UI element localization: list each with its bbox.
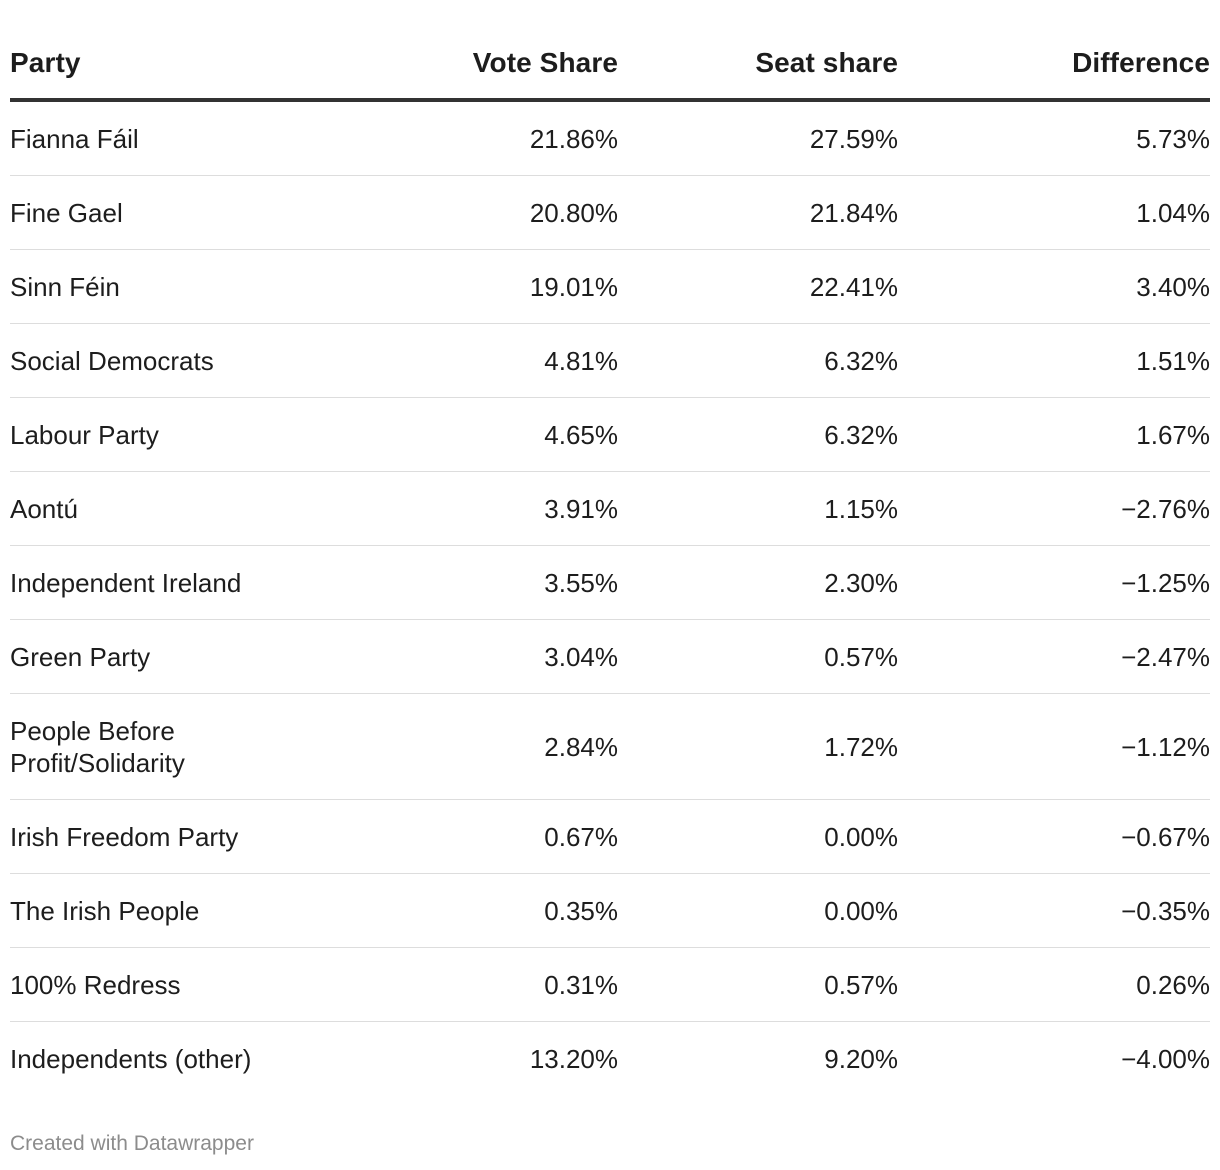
cell-party: The Irish People [10, 873, 340, 948]
table-row: Independents (other) 13.20% 9.20% −4.00% [10, 1022, 1210, 1096]
cell-vote-share: 19.01% [340, 249, 618, 324]
cell-party: Aontú [10, 471, 340, 546]
party-name-text: Sinn Féin [10, 271, 120, 302]
cell-seat-share: 6.32% [618, 323, 898, 398]
cell-party: Green Party [10, 619, 340, 694]
cell-party: Independents (other) [10, 1022, 340, 1096]
cell-vote-share: 13.20% [529, 1043, 618, 1074]
cell-vote-share: 21.86% [340, 100, 618, 176]
cell-vote-share: 3.04% [340, 619, 618, 694]
party-name-text: Fine Gael [10, 197, 123, 228]
cell-difference: 1.67% [898, 397, 1210, 472]
cell-party: Independent Ireland [10, 545, 340, 620]
party-name-text: Fianna Fáil [10, 123, 139, 154]
cell-seat-share: 0.57% [618, 619, 898, 694]
cell-vote-share: 2.84% [340, 693, 618, 800]
cell-vote-share: 4.65% [340, 397, 618, 472]
data-table: Party Vote Share Seat share Difference F… [10, 28, 1210, 1095]
header-row: Party Vote Share Seat share Difference [10, 28, 1210, 102]
cell-seat-share: 22.41% [618, 249, 898, 324]
cell-vote-share: 4.81% [340, 323, 618, 398]
cell-difference: 3.40% [898, 249, 1210, 324]
table-row: The Irish People 0.35% 0.00% −0.35% [10, 873, 1210, 948]
party-name-text: Independents (other) [10, 1043, 252, 1074]
party-name-text: Irish Freedom Party [10, 821, 239, 852]
cell-vote-share: 3.91% [340, 471, 618, 546]
column-header-vote-share[interactable]: Vote Share [340, 28, 618, 102]
cell-difference: −0.67% [898, 799, 1210, 874]
table-row: Fianna Fáil 21.86% 27.59% 5.73% [10, 100, 1210, 176]
table-row: Independent Ireland 3.55% 2.30% −1.25% [10, 545, 1210, 620]
cell-party: Sinn Féin [10, 249, 340, 324]
cell-seat-share: 21.84% [618, 175, 898, 250]
cell-party: Labour Party [10, 397, 340, 472]
cell-seat-share: 6.32% [618, 397, 898, 472]
table-row: People Before Profit/Solidarity 2.84% 1.72… [10, 693, 1210, 800]
table-row: Fine Gael 20.80% 21.84% 1.04% [10, 175, 1210, 250]
party-name-text: 100% Redress [10, 969, 181, 1000]
party-name-text: Labour Party [10, 419, 159, 450]
cell-seat-share: 1.72% [618, 693, 898, 800]
party-name-text: Green Party [10, 641, 151, 672]
party-name-text: Aontú [10, 493, 78, 524]
cell-party: 100% Redress [10, 947, 340, 1022]
cell-party: Social Democrats [10, 323, 340, 398]
table-row: 100% Redress 0.31% 0.57% 0.26% [10, 947, 1210, 1022]
cell-party: Irish Freedom Party [10, 799, 340, 874]
cell-seat-share: 0.00% [618, 799, 898, 874]
data-table-container: Party Vote Share Seat share Difference F… [10, 28, 1210, 1095]
party-name-text: People Before Profit/Solidarity [10, 715, 185, 778]
column-header-party[interactable]: Party [10, 28, 340, 102]
cell-vote-share: 0.67% [340, 799, 618, 874]
table-row: Labour Party 4.65% 6.32% 1.67% [10, 397, 1210, 472]
cell-seat-share: 1.15% [618, 471, 898, 546]
table-header: Party Vote Share Seat share Difference [10, 28, 1210, 102]
table-row: Aontú 3.91% 1.15% −2.76% [10, 471, 1210, 546]
column-header-difference[interactable]: Difference [898, 28, 1210, 102]
cell-seat-share: 2.30% [618, 545, 898, 620]
cell-seat-share: 9.20% [824, 1043, 898, 1074]
cell-difference: −2.47% [898, 619, 1210, 694]
datawrapper-credit: Created with Datawrapper [10, 1132, 254, 1155]
table-body: Fianna Fáil 21.86% 27.59% 5.73% Fine Gael 20.… [10, 100, 1210, 1095]
cell-difference: 5.73% [898, 100, 1210, 176]
cell-vote-share: 20.80% [340, 175, 618, 250]
cell-party: Fine Gael [10, 175, 340, 250]
cell-difference: −0.35% [898, 873, 1210, 948]
party-name-text: Independent Ireland [10, 567, 242, 598]
cell-vote-share: 0.31% [340, 947, 618, 1022]
cell-seat-share: 27.59% [618, 100, 898, 176]
cell-party: Fianna Fáil [10, 100, 340, 176]
cell-difference: −2.76% [898, 471, 1210, 546]
cell-difference: −1.25% [898, 545, 1210, 620]
cell-difference: −4.00% [1121, 1043, 1210, 1074]
cell-difference: −1.12% [898, 693, 1210, 800]
table-row: Irish Freedom Party 0.67% 0.00% −0.67% [10, 799, 1210, 874]
party-name-text: Social Democrats [10, 345, 214, 376]
table-row: Green Party 3.04% 0.57% −2.47% [10, 619, 1210, 694]
table-row: Social Democrats 4.81% 6.32% 1.51% [10, 323, 1210, 398]
cell-seat-share: 0.00% [618, 873, 898, 948]
cell-vote-share: 0.35% [340, 873, 618, 948]
column-header-seat-share[interactable]: Seat share [618, 28, 898, 102]
cell-difference: 1.04% [898, 175, 1210, 250]
party-name-text: The Irish People [10, 895, 200, 926]
cell-difference: 1.51% [898, 323, 1210, 398]
table-row: Sinn Féin 19.01% 22.41% 3.40% [10, 249, 1210, 324]
cell-difference: 0.26% [898, 947, 1210, 1022]
cell-seat-share: 0.57% [618, 947, 898, 1022]
cell-party: People Before Profit/Solidarity [10, 693, 340, 800]
cell-vote-share: 3.55% [340, 545, 618, 620]
